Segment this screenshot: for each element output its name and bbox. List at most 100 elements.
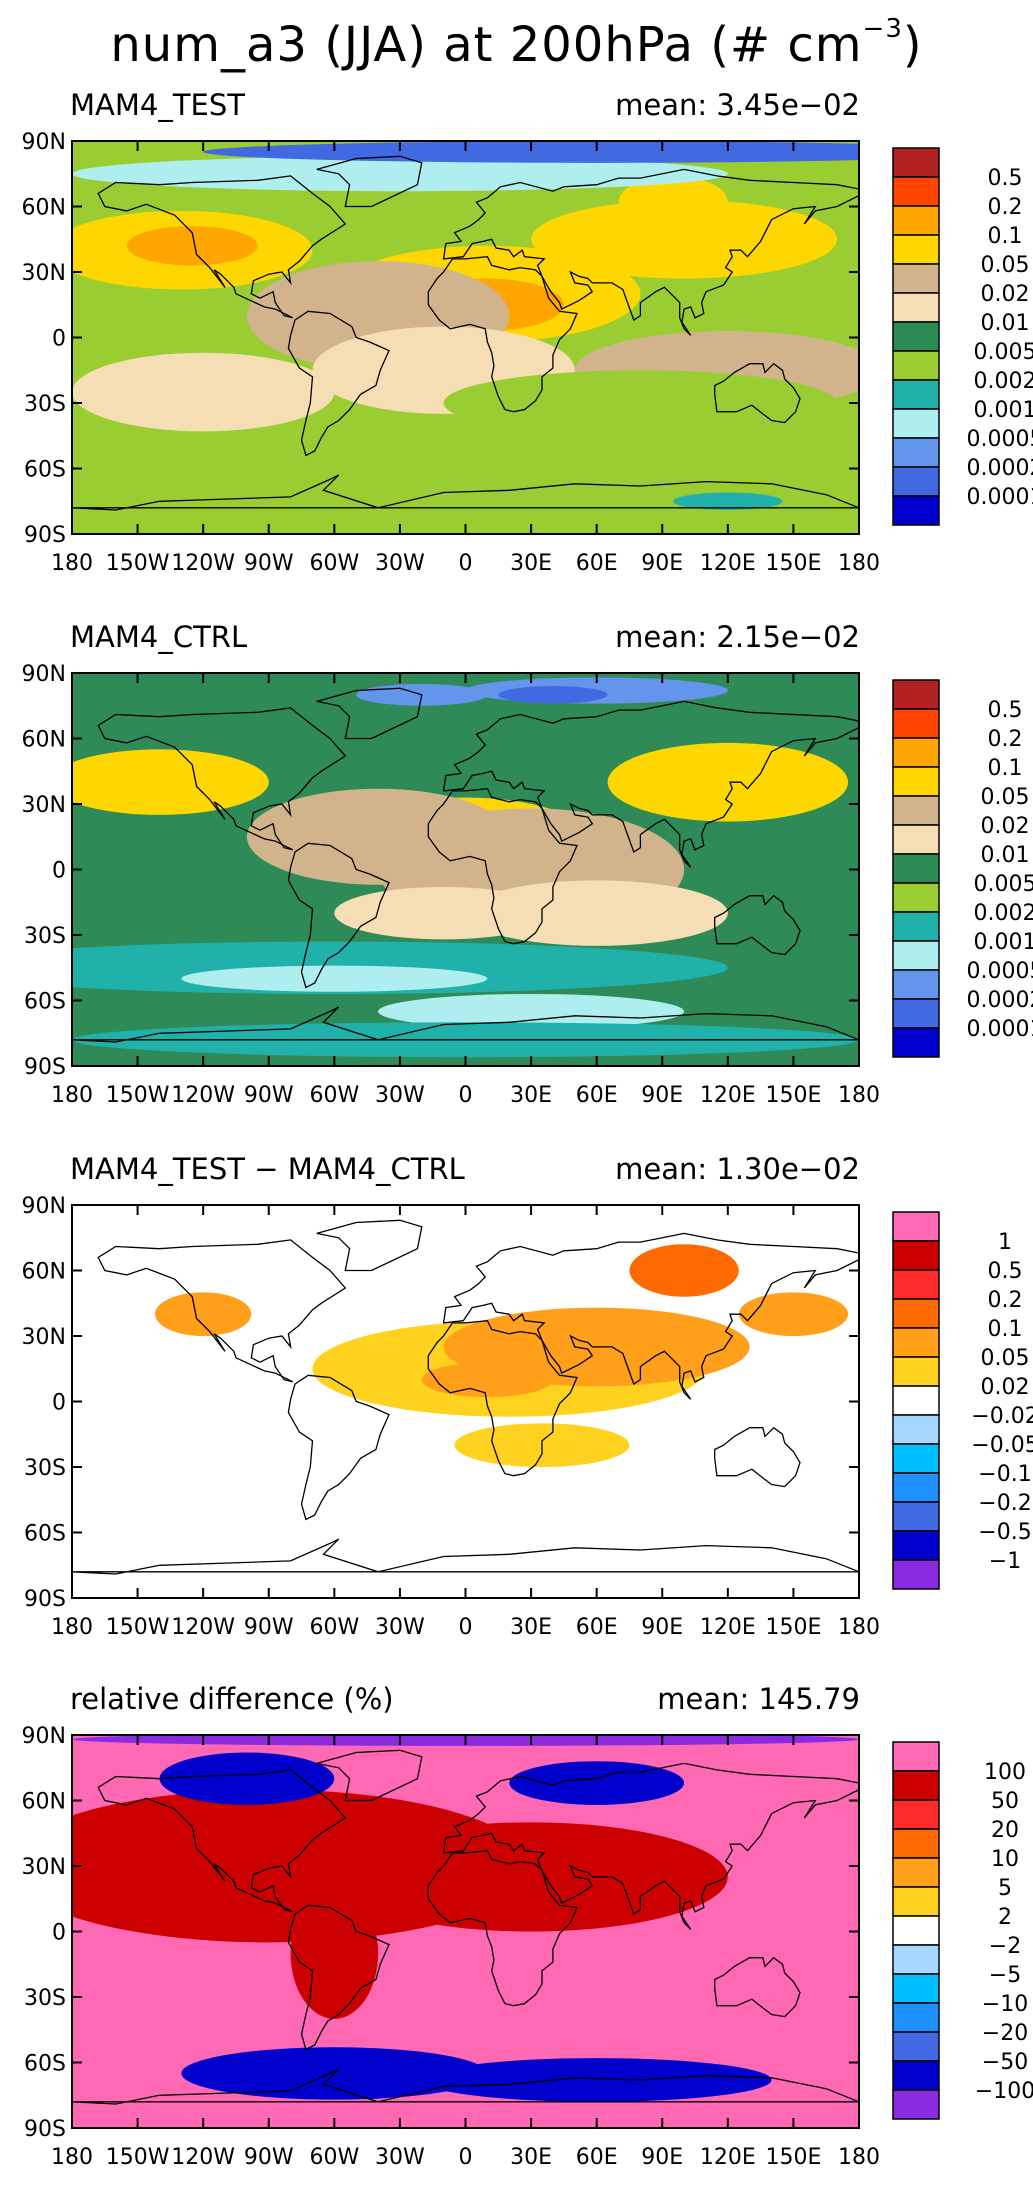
lon-tick-label: 120W (171, 1083, 235, 1108)
lat-tick-label: 90N (22, 1194, 66, 1219)
colorbar-swatch (892, 824, 940, 855)
colorbar-swatch (892, 263, 940, 294)
colorbar-swatch (892, 1472, 940, 1503)
colorbar-label: 0.2 (988, 727, 1023, 752)
contour-region (155, 1292, 252, 1336)
coastline (427, 788, 578, 945)
contour-region (673, 492, 783, 510)
colorbar-swatch (892, 2089, 940, 2120)
coastline (287, 1904, 390, 2051)
colorbar-swatch (892, 998, 940, 1029)
colorbar-label: 0.001 (974, 398, 1033, 423)
lat-tick-label: 90N (22, 130, 66, 155)
coastline (97, 1769, 347, 1913)
contour-field (72, 1735, 859, 2128)
lat-tick-label: 60N (22, 1260, 66, 1285)
colorbar-label: −100 (975, 2079, 1033, 2104)
contour-region (72, 156, 728, 192)
lat-tick-label: 30N (22, 1855, 66, 1880)
colorbar-swatch (892, 1414, 940, 1445)
colorbar-swatch (892, 176, 940, 207)
coastline (714, 1426, 801, 1488)
lon-tick-label: 90W (244, 1083, 294, 1108)
colorbar-label: −0.1 (978, 1462, 1031, 1487)
lon-tick-label: 30E (510, 1083, 552, 1108)
colorbar-swatch (892, 1530, 940, 1561)
coastline (72, 2068, 859, 2105)
contour-region (607, 742, 849, 822)
coastline (427, 1320, 578, 1477)
contour-field (72, 1205, 859, 1598)
colorbar-swatch (892, 350, 940, 381)
lon-tick-label: 90W (244, 551, 294, 576)
lon-tick-label: 180 (838, 1615, 880, 1640)
panel-title: MAM4_TEST (70, 88, 245, 122)
lon-tick-label: 60W (309, 1615, 359, 1640)
colorbar-label: −10 (982, 1992, 1028, 2017)
colorbar-swatch (892, 1828, 940, 1859)
lon-tick-label: 30W (375, 1615, 425, 1640)
colorbar-swatch (892, 1741, 940, 1772)
lat-tick-label: 30S (24, 924, 66, 949)
colorbar-swatch (892, 234, 940, 265)
coastline (442, 1762, 859, 1930)
coastlines (72, 1219, 859, 1575)
coastline (287, 842, 390, 989)
coastline (442, 700, 859, 868)
coastline (714, 362, 801, 424)
colorbar-swatch (892, 1799, 940, 1830)
contour-region (465, 880, 728, 946)
colorbar-label: 0.5 (988, 698, 1023, 723)
colorbar-label: −50 (982, 2050, 1028, 2075)
colorbar-label: 0.0005 (967, 427, 1033, 452)
lon-tick-label: 120E (700, 2145, 756, 2170)
lat-tick-label: 30N (22, 1325, 66, 1350)
colorbar-swatch (892, 1443, 940, 1474)
colorbar-label: 50 (991, 1789, 1019, 1814)
lon-tick-label: 90E (641, 551, 683, 576)
lon-tick-label: 150W (106, 2145, 170, 2170)
colorbar-swatch (892, 1857, 940, 1888)
panel-difference: 90N 60N 30N 0 30S 60S 90S 180 150W 120W 90W 60W 30W 0… (0, 1152, 1033, 1672)
lon-tick-label: 180 (51, 1083, 93, 1108)
contour-region (181, 965, 488, 992)
lon-tick-label: 60E (576, 1615, 618, 1640)
coastline (427, 1850, 578, 2007)
colorbar-label: 0.005 (974, 872, 1033, 897)
coastline (442, 1232, 859, 1400)
lon-tick-label: 30E (510, 551, 552, 576)
lon-tick-label: 180 (51, 1615, 93, 1640)
lat-tick-label: 60S (24, 2052, 66, 2077)
panel-relative-difference: 90N 60N 30N 0 30S 60S 90S 180 150W 120W 90W 60W 30W 0… (0, 1682, 1033, 2202)
figure-title-text: num_a3 (JJA) at 200hPa (# cm (110, 17, 863, 73)
lon-tick-label: 180 (838, 551, 880, 576)
coastline (316, 687, 423, 740)
lon-tick-label: 30W (375, 1083, 425, 1108)
lat-tick-label: 90S (24, 2117, 66, 2142)
colorbar-swatch (892, 940, 940, 971)
colorbar: 1 0.5 0.2 0.1 0.05 0.02 −0.02 −0.05 −0.1 −0.2 −0.5… (892, 1211, 1033, 1590)
colorbar-label: 0.01 (981, 843, 1030, 868)
colorbar-swatch (892, 1501, 940, 1532)
lon-tick-label: 90E (641, 1615, 683, 1640)
colorbar-swatch (892, 437, 940, 468)
lon-tick-label: 150W (106, 1083, 170, 1108)
lon-tick-label: 0 (459, 1083, 473, 1108)
colorbar: 100 50 20 10 5 2 −2 −5 −10 −20 −50 −100 (892, 1741, 1033, 2120)
colorbar-swatch (892, 737, 940, 768)
colorbar-label: 100 (984, 1760, 1026, 1785)
colorbar-label: 0.0002 (967, 456, 1033, 481)
lat-tick-label: 60S (24, 458, 66, 483)
colorbar-swatch (892, 708, 940, 739)
colorbar-label: 0.001 (974, 930, 1033, 955)
colorbar-swatch (892, 911, 940, 942)
contour-region (421, 2058, 772, 2102)
contour-region (618, 175, 728, 229)
lat-tick-label: 60N (22, 728, 66, 753)
colorbar-swatch (892, 147, 940, 178)
coastline (97, 707, 347, 851)
lon-tick-label: 90E (641, 2145, 683, 2170)
lat-tick-label: 90S (24, 1587, 66, 1612)
figure-title: num_a3 (JJA) at 200hPa (# cm−3) (0, 0, 1033, 74)
lon-tick-label: 30E (510, 2145, 552, 2170)
